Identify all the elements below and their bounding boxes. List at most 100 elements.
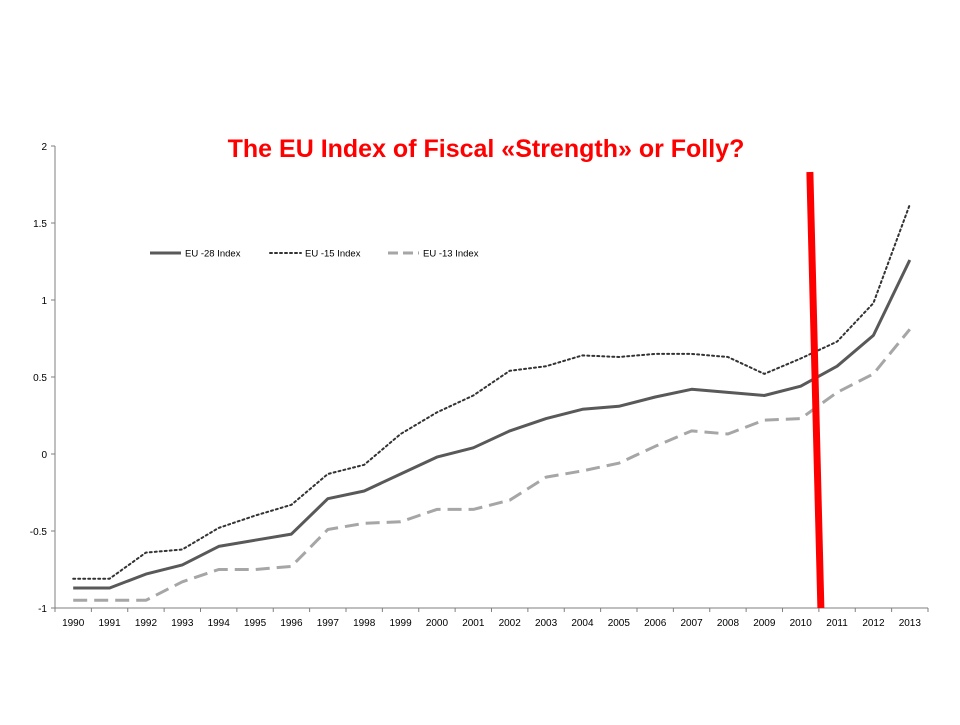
data-point — [436, 509, 437, 510]
y-tick-label: -0.5 — [30, 527, 48, 538]
data-point — [873, 373, 874, 374]
y-tick-label: -1 — [38, 604, 47, 615]
data-point — [254, 569, 255, 570]
data-point — [582, 355, 583, 356]
data-point — [691, 430, 692, 431]
data-point — [509, 370, 510, 371]
x-tick-label: 1999 — [389, 618, 412, 629]
data-point — [364, 490, 365, 491]
data-point — [800, 386, 801, 387]
x-tick-label: 2009 — [753, 618, 776, 629]
data-point — [509, 430, 510, 431]
data-point — [182, 581, 183, 582]
data-point — [182, 549, 183, 550]
data-point — [691, 353, 692, 354]
x-tick-label: 2007 — [680, 618, 703, 629]
data-point — [364, 464, 365, 465]
data-point — [109, 587, 110, 588]
x-tick-label: 1998 — [353, 618, 376, 629]
y-tick-label: 0 — [41, 450, 47, 461]
data-point — [618, 356, 619, 357]
data-point — [727, 356, 728, 357]
x-tick-label: 1994 — [208, 618, 231, 629]
series-line-dashed — [73, 328, 911, 602]
series-line-solid — [73, 259, 912, 590]
data-point — [836, 366, 837, 367]
x-axis-ticks: 1990 1991 1992 1993 1994 1995 1996 1997 1998 1999… — [54, 608, 929, 629]
y-tick-label: 1.5 — [33, 219, 47, 230]
x-tick-label: 2010 — [790, 618, 813, 629]
data-point — [145, 552, 146, 553]
data-point — [436, 456, 437, 457]
data-point — [691, 389, 692, 390]
data-point — [545, 477, 546, 478]
x-tick-label: 1992 — [135, 618, 158, 629]
x-tick-label: 2011 — [826, 618, 848, 629]
data-point — [836, 392, 837, 393]
data-point — [327, 529, 328, 530]
red-marker-line — [806, 171, 825, 609]
data-point — [254, 515, 255, 516]
data-point — [73, 578, 74, 579]
legend-label: EU -13 Index — [423, 249, 479, 260]
data-point — [909, 329, 910, 330]
data-point — [655, 396, 656, 397]
data-point — [73, 587, 74, 588]
legend-label: EU -28 Index — [185, 249, 241, 260]
data-point — [545, 418, 546, 419]
data-point — [800, 418, 801, 419]
y-tick-label: 2 — [41, 142, 47, 153]
data-point — [764, 420, 765, 421]
data-point — [800, 358, 801, 359]
data-point — [545, 366, 546, 367]
data-point — [509, 500, 510, 501]
x-tick-label: 1996 — [280, 618, 303, 629]
data-point — [473, 395, 474, 396]
data-point — [400, 521, 401, 522]
data-point — [473, 447, 474, 448]
data-point — [291, 533, 292, 534]
y-tick-label: 1 — [41, 296, 47, 307]
data-point — [473, 509, 474, 510]
data-point — [909, 259, 910, 260]
x-tick-label: 2013 — [899, 618, 922, 629]
x-tick-label: 1993 — [171, 618, 194, 629]
data-point — [582, 470, 583, 471]
data-point — [218, 527, 219, 528]
data-point — [582, 409, 583, 410]
data-point — [109, 600, 110, 601]
x-tick-label: 2000 — [426, 618, 449, 629]
x-tick-label: 1995 — [244, 618, 267, 629]
x-tick-label: 2006 — [644, 618, 667, 629]
data-point — [764, 395, 765, 396]
data-point — [254, 540, 255, 541]
annotation-layer — [806, 171, 825, 609]
x-tick-label: 1991 — [98, 618, 121, 629]
data-point — [327, 498, 328, 499]
y-tick-label: 0.5 — [33, 373, 47, 384]
series-line-dotted — [72, 203, 911, 580]
data-point — [400, 473, 401, 474]
data-point — [618, 406, 619, 407]
data-point — [836, 341, 837, 342]
axes — [54, 146, 928, 609]
data-point — [327, 473, 328, 474]
legend-label: EU -15 Index — [305, 249, 361, 260]
data-point — [873, 335, 874, 336]
legend: EU -28 Index EU -15 Index EU -13 Index — [150, 249, 479, 260]
data-point — [109, 578, 110, 579]
data-point — [655, 353, 656, 354]
data-point — [618, 463, 619, 464]
data-point — [727, 433, 728, 434]
data-point — [145, 574, 146, 575]
x-tick-label: 2012 — [862, 618, 885, 629]
x-tick-label: 2005 — [608, 618, 631, 629]
series-layer — [72, 203, 912, 602]
data-point — [873, 302, 874, 303]
data-point — [145, 600, 146, 601]
x-tick-label: 1997 — [317, 618, 340, 629]
data-point — [655, 446, 656, 447]
chart-title: The EU Index of Fiscal «Strength» or Fol… — [228, 135, 745, 163]
